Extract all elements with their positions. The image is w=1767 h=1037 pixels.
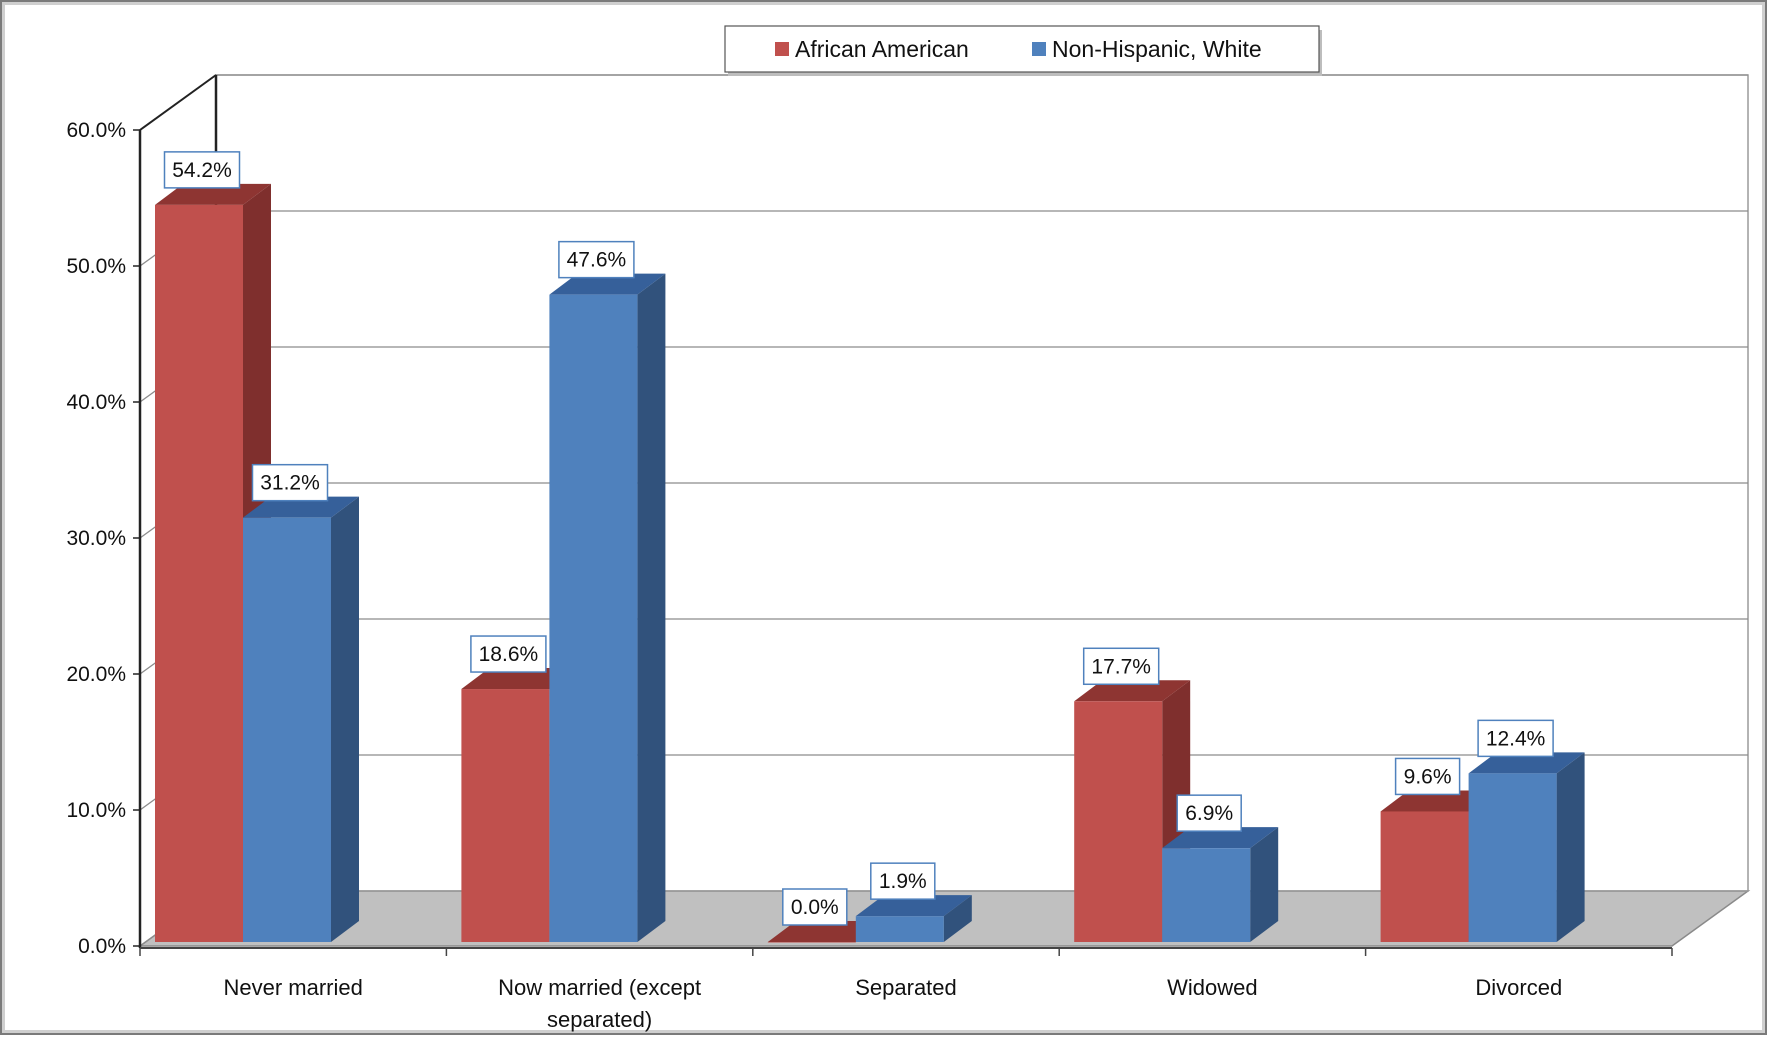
data-label: 0.0%: [791, 896, 839, 919]
category-label: Now married (except: [498, 975, 701, 1000]
bar-top: [1162, 827, 1279, 849]
y-tick-label: 50.0%: [66, 255, 126, 278]
bar-side: [637, 273, 666, 942]
data-label-box: [870, 862, 936, 900]
bar-top: [1468, 752, 1585, 774]
legend-swatch: [775, 42, 789, 56]
data-label: 1.9%: [879, 870, 927, 893]
bar-top: [549, 273, 666, 295]
y-tick-label: 40.0%: [66, 391, 126, 414]
data-label: 6.9%: [1185, 802, 1233, 825]
bar-top: [155, 183, 271, 205]
bar-top: [1380, 790, 1497, 812]
bar: [243, 517, 331, 942]
data-label-box: [1394, 757, 1461, 796]
data-label: 9.6%: [1404, 765, 1452, 788]
data-label-box: [251, 463, 329, 502]
data-label-box: [1477, 719, 1554, 758]
legend-label: African American: [795, 36, 969, 62]
y-tick-label: 60.0%: [66, 119, 126, 142]
data-label: 54.2%: [172, 159, 232, 182]
y-tick-label: 10.0%: [66, 799, 126, 822]
legend: [724, 25, 1320, 73]
bar-top: [461, 668, 578, 690]
data-label-box: [782, 888, 848, 926]
y-tick-label: 20.0%: [66, 663, 126, 686]
data-label-box: [470, 635, 547, 673]
data-label: 31.2%: [260, 472, 320, 495]
bar-top: [243, 496, 359, 518]
data-label-box: [1176, 794, 1242, 832]
y-tick-label: 30.0%: [66, 527, 126, 550]
legend-swatch: [1032, 42, 1046, 56]
data-label: 18.6%: [479, 643, 539, 666]
data-label-box: [1082, 647, 1160, 686]
category-label: Divorced: [1475, 975, 1562, 1000]
data-label: 17.7%: [1091, 655, 1151, 678]
data-label-box: [163, 151, 241, 189]
bar-top: [855, 895, 972, 917]
bar: [767, 942, 856, 943]
data-label-box: [558, 240, 635, 279]
y-axis-top-edge: [139, 74, 217, 131]
category-label: Separated: [855, 975, 957, 1000]
category-label: Widowed: [1167, 975, 1257, 1000]
bar: [1074, 701, 1163, 942]
y-tick-label: 0.0%: [78, 935, 126, 958]
bar: [155, 204, 243, 942]
bar-side: [331, 496, 359, 942]
data-label: 12.4%: [1486, 727, 1546, 750]
bar: [1380, 811, 1469, 942]
data-label: 47.6%: [567, 249, 627, 272]
legend-label: Non-Hispanic, White: [1052, 36, 1262, 62]
bar-top: [767, 921, 884, 942]
bar: [549, 294, 638, 942]
category-label: separated): [547, 1007, 652, 1032]
bar-side: [943, 895, 972, 942]
bar-side: [1556, 752, 1585, 942]
bar: [461, 689, 550, 942]
bar: [1468, 773, 1557, 942]
bar: [1162, 848, 1251, 942]
bar-top: [1074, 680, 1191, 702]
bar: [855, 916, 944, 942]
bar-side: [1250, 827, 1279, 942]
category-label: Never married: [224, 975, 363, 1000]
